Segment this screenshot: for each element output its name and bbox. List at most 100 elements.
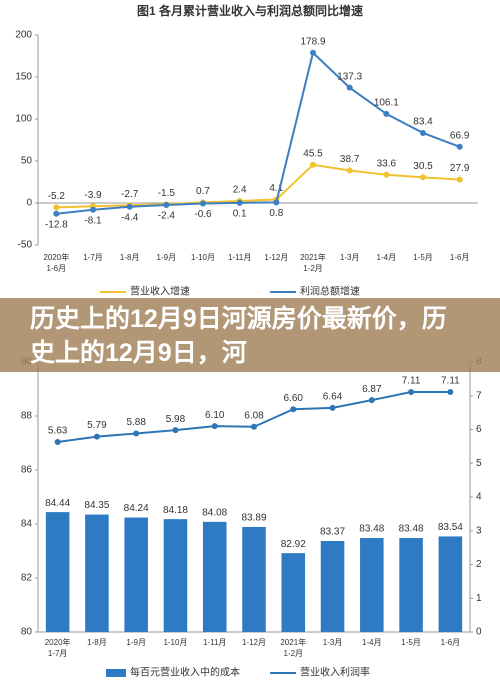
y-tick-label: 88 (21, 411, 33, 422)
value-label: 82.92 (281, 539, 306, 550)
x-tick-label: 1-6月 (441, 638, 461, 647)
value-label: 6.10 (205, 410, 225, 421)
x-tick-label: 1-8月 (120, 253, 140, 262)
point (346, 167, 353, 174)
value-label: -0.6 (194, 209, 212, 220)
point (126, 203, 133, 210)
legend-label: 每百元营业收入中的成本 (130, 666, 240, 679)
y2-tick-label: 0 (476, 627, 482, 638)
point (54, 438, 61, 445)
point (53, 204, 60, 211)
y-tick-label: 100 (15, 114, 32, 125)
x-tick-label: 1-4月 (362, 638, 382, 647)
bar (438, 536, 463, 632)
x-tick-label: 1-12月 (242, 638, 266, 647)
legend-label: 营业收入利润率 (300, 666, 370, 679)
legend-label: 营业收入增速 (130, 285, 190, 298)
x-tick-label: 1-9月 (126, 638, 146, 647)
value-label: 83.37 (320, 527, 345, 538)
line (56, 50, 461, 215)
value-label: -2.4 (158, 211, 176, 222)
value-label: 84.44 (45, 498, 70, 509)
value-label: 84.18 (163, 505, 188, 516)
value-label: 45.5 (303, 148, 323, 159)
legend-swatch (106, 669, 126, 677)
point (236, 199, 243, 206)
value-label: -1.5 (158, 188, 176, 199)
value-label: 83.48 (399, 524, 424, 535)
y2-tick-label: 6 (476, 424, 482, 435)
y2-tick-label: 1 (476, 593, 482, 604)
point (93, 433, 100, 440)
value-label: 2.4 (233, 185, 247, 196)
value-label: -2.7 (121, 189, 139, 200)
y-tick-label: 84 (21, 519, 33, 530)
value-label: -8.1 (84, 215, 102, 226)
point (310, 49, 316, 56)
value-label: 7.11 (441, 376, 460, 387)
value-label: 4.1 (269, 183, 283, 194)
value-label: 83.48 (359, 524, 384, 535)
value-label: 66.9 (450, 130, 470, 141)
value-label: 84.08 (202, 507, 227, 518)
point (133, 430, 140, 437)
point (200, 200, 206, 207)
x-tick-label: 1-10月 (163, 638, 187, 647)
point (447, 389, 454, 396)
point (163, 202, 170, 209)
chart-title: 图1 各月累计营业收入与利润总额同比增速 (137, 3, 363, 18)
x-tick-label: 1-5月 (401, 638, 421, 647)
value-label: 83.89 (241, 513, 266, 524)
point (456, 143, 463, 150)
value-label: 30.5 (413, 161, 433, 172)
x-tick-label: 2021年 1-2月 (280, 637, 306, 658)
x-tick-label: 1-11月 (228, 253, 251, 262)
y-tick-label: 150 (15, 72, 32, 83)
x-tick-label: 1-11月 (203, 638, 226, 647)
value-label: 84.35 (84, 500, 109, 511)
value-label: 5.98 (166, 414, 186, 425)
value-label: 7.11 (402, 376, 421, 387)
value-label: 5.63 (48, 426, 68, 437)
point (53, 210, 60, 217)
legend-label: 利润总额增速 (300, 285, 360, 298)
value-label: 33.6 (377, 158, 397, 169)
value-label: 0.8 (269, 208, 283, 219)
point (383, 171, 390, 178)
y-tick-label: 82 (21, 573, 33, 584)
banner-title: 历史上的12月9日河源房价最新价，历史上的12月9日，河 (0, 298, 500, 372)
x-tick-label: 1-3月 (323, 638, 343, 647)
bar (242, 526, 266, 632)
point (383, 110, 390, 117)
point (90, 206, 96, 213)
point (420, 174, 426, 181)
x-tick-label: 1-8月 (87, 638, 107, 647)
y-tick-label: 86 (21, 465, 33, 476)
value-label: -3.9 (84, 190, 102, 201)
x-tick-label: 1-12月 (264, 253, 288, 262)
x-tick-label: 2021年 1-2月 (300, 252, 326, 273)
x-tick-label: 1-4月 (377, 253, 397, 262)
bar (281, 553, 306, 632)
value-label: -5.2 (48, 191, 66, 202)
value-label: 6.60 (284, 393, 304, 404)
point (368, 397, 375, 404)
value-label: 6.64 (323, 392, 343, 403)
y-tick-label: -50 (18, 240, 33, 251)
value-label: 0.1 (233, 209, 247, 220)
bar (320, 541, 345, 632)
bar (202, 521, 227, 632)
value-label: 27.9 (450, 163, 470, 174)
value-label: 178.9 (300, 36, 325, 47)
bar (399, 538, 423, 632)
point (420, 129, 426, 136)
bar (360, 538, 384, 632)
x-tick-label: 2020年 1-7月 (45, 637, 71, 658)
x-tick-label: 1-3月 (340, 253, 360, 262)
y2-tick-label: 7 (476, 390, 482, 401)
point (329, 404, 336, 411)
point (211, 423, 218, 430)
y-tick-label: 50 (21, 156, 33, 167)
value-label: 137.3 (337, 71, 362, 82)
